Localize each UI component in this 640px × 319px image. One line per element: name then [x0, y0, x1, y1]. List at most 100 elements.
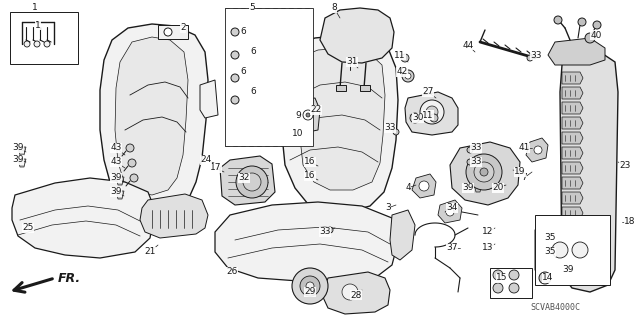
Circle shape — [527, 55, 533, 61]
Polygon shape — [474, 184, 482, 192]
Circle shape — [292, 268, 328, 304]
Polygon shape — [280, 114, 298, 135]
Polygon shape — [562, 72, 583, 84]
Polygon shape — [562, 267, 583, 279]
Circle shape — [231, 74, 239, 82]
Text: 28: 28 — [350, 291, 362, 300]
Text: 1: 1 — [32, 4, 38, 12]
Circle shape — [593, 21, 601, 29]
Circle shape — [231, 28, 239, 36]
Polygon shape — [390, 210, 415, 260]
Polygon shape — [535, 222, 605, 278]
Polygon shape — [200, 80, 218, 118]
Text: 43: 43 — [110, 158, 122, 167]
Text: 35: 35 — [544, 248, 556, 256]
Text: 39: 39 — [12, 144, 24, 152]
Text: 17: 17 — [211, 164, 221, 173]
Text: 4: 4 — [405, 183, 411, 192]
Text: 42: 42 — [396, 68, 408, 77]
Text: 39: 39 — [110, 174, 122, 182]
Polygon shape — [250, 82, 295, 120]
Circle shape — [446, 208, 454, 216]
Polygon shape — [320, 8, 394, 63]
Polygon shape — [548, 38, 605, 65]
Circle shape — [126, 144, 134, 152]
Text: 24: 24 — [200, 155, 212, 165]
Text: 32: 32 — [238, 174, 250, 182]
Polygon shape — [18, 147, 26, 155]
Text: 11: 11 — [394, 50, 406, 60]
Polygon shape — [562, 87, 583, 99]
Polygon shape — [140, 194, 208, 238]
Circle shape — [34, 41, 40, 47]
Circle shape — [466, 154, 502, 190]
Circle shape — [572, 242, 588, 258]
Text: 22: 22 — [310, 106, 322, 115]
Text: 2: 2 — [180, 24, 186, 33]
Circle shape — [410, 113, 420, 123]
Circle shape — [130, 174, 138, 182]
Circle shape — [493, 283, 503, 293]
Polygon shape — [115, 37, 188, 195]
Text: 14: 14 — [542, 273, 554, 283]
Circle shape — [306, 113, 310, 117]
Text: 1: 1 — [35, 20, 41, 29]
Circle shape — [430, 114, 438, 122]
Polygon shape — [412, 174, 436, 198]
Text: 15: 15 — [496, 273, 508, 283]
Bar — [535, 215, 610, 285]
Circle shape — [303, 110, 313, 120]
Polygon shape — [562, 147, 583, 159]
Circle shape — [24, 41, 30, 47]
Text: 37: 37 — [446, 243, 458, 253]
Text: 39: 39 — [110, 188, 122, 197]
Polygon shape — [450, 142, 520, 205]
Bar — [158, 25, 188, 39]
Text: 20: 20 — [492, 183, 504, 192]
Circle shape — [401, 54, 409, 62]
Circle shape — [393, 129, 399, 135]
Polygon shape — [560, 52, 618, 292]
Polygon shape — [282, 88, 298, 108]
Text: 3: 3 — [385, 204, 391, 212]
Text: 33: 33 — [470, 144, 482, 152]
Text: 23: 23 — [620, 160, 630, 169]
Bar — [490, 268, 532, 298]
Bar — [360, 85, 370, 91]
Text: 31: 31 — [346, 57, 358, 66]
Text: 16: 16 — [304, 158, 316, 167]
Circle shape — [300, 276, 320, 296]
Circle shape — [552, 242, 568, 258]
Text: 44: 44 — [462, 41, 474, 49]
Bar — [10, 12, 78, 64]
Polygon shape — [116, 191, 124, 199]
Text: 39: 39 — [462, 183, 474, 192]
Polygon shape — [298, 48, 385, 190]
Text: 13: 13 — [483, 243, 493, 253]
Polygon shape — [100, 24, 208, 212]
Polygon shape — [282, 35, 398, 212]
Text: 8: 8 — [331, 4, 337, 12]
Polygon shape — [562, 252, 583, 264]
Text: 18: 18 — [624, 218, 636, 226]
Polygon shape — [322, 272, 390, 314]
Polygon shape — [562, 222, 583, 234]
Text: 27: 27 — [422, 87, 434, 97]
Bar — [225, 8, 313, 146]
Text: 10: 10 — [292, 129, 304, 137]
Circle shape — [534, 146, 542, 154]
Circle shape — [231, 51, 239, 59]
Text: 25: 25 — [22, 224, 34, 233]
Polygon shape — [572, 267, 580, 275]
Text: SCVAB4000C: SCVAB4000C — [530, 303, 580, 313]
Bar — [336, 85, 346, 91]
Text: 39: 39 — [12, 155, 24, 165]
Text: 33: 33 — [384, 123, 396, 132]
Polygon shape — [18, 159, 26, 167]
Circle shape — [474, 162, 494, 182]
Text: 6: 6 — [240, 27, 246, 36]
Text: 26: 26 — [227, 268, 237, 277]
Circle shape — [509, 270, 519, 280]
Text: 16: 16 — [304, 172, 316, 181]
Circle shape — [426, 106, 438, 118]
